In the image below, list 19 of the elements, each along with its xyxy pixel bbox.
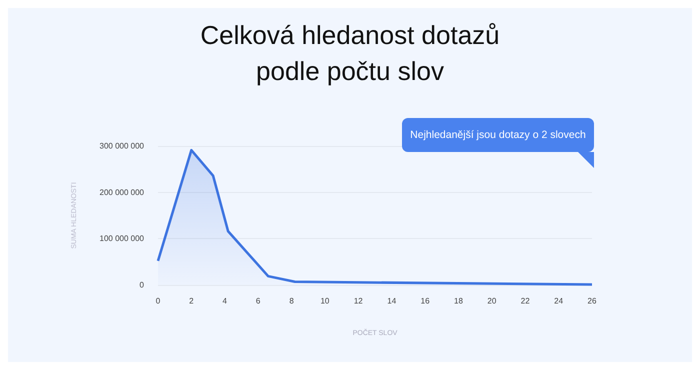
x-tick-label: 26: [588, 296, 597, 306]
x-tick-label: 16: [420, 296, 430, 306]
y-tick-label: 200 000 000: [100, 188, 145, 197]
y-tick-label: 100 000 000: [100, 234, 145, 244]
x-tick-label: 22: [520, 296, 530, 306]
x-tick-label: 14: [387, 296, 397, 306]
y-tick-label: 0: [140, 280, 145, 290]
x-tick-label: 8: [289, 296, 294, 306]
x-tick-label: 4: [222, 296, 228, 306]
y-tick-label: 300 000 000: [100, 142, 145, 150]
x-tick-label: 2: [189, 296, 194, 306]
x-tick-label: 10: [320, 296, 330, 306]
x-tick-label: 24: [554, 296, 564, 306]
x-tick-label: 18: [454, 296, 464, 306]
x-tick-label: 20: [487, 296, 497, 306]
x-tick-label: 0: [156, 296, 161, 306]
chart-title: Celková hledanost dotazů podle počtu slov: [200, 20, 500, 86]
x-tick-label: 6: [256, 296, 261, 306]
x-tick-label: 12: [354, 296, 364, 306]
